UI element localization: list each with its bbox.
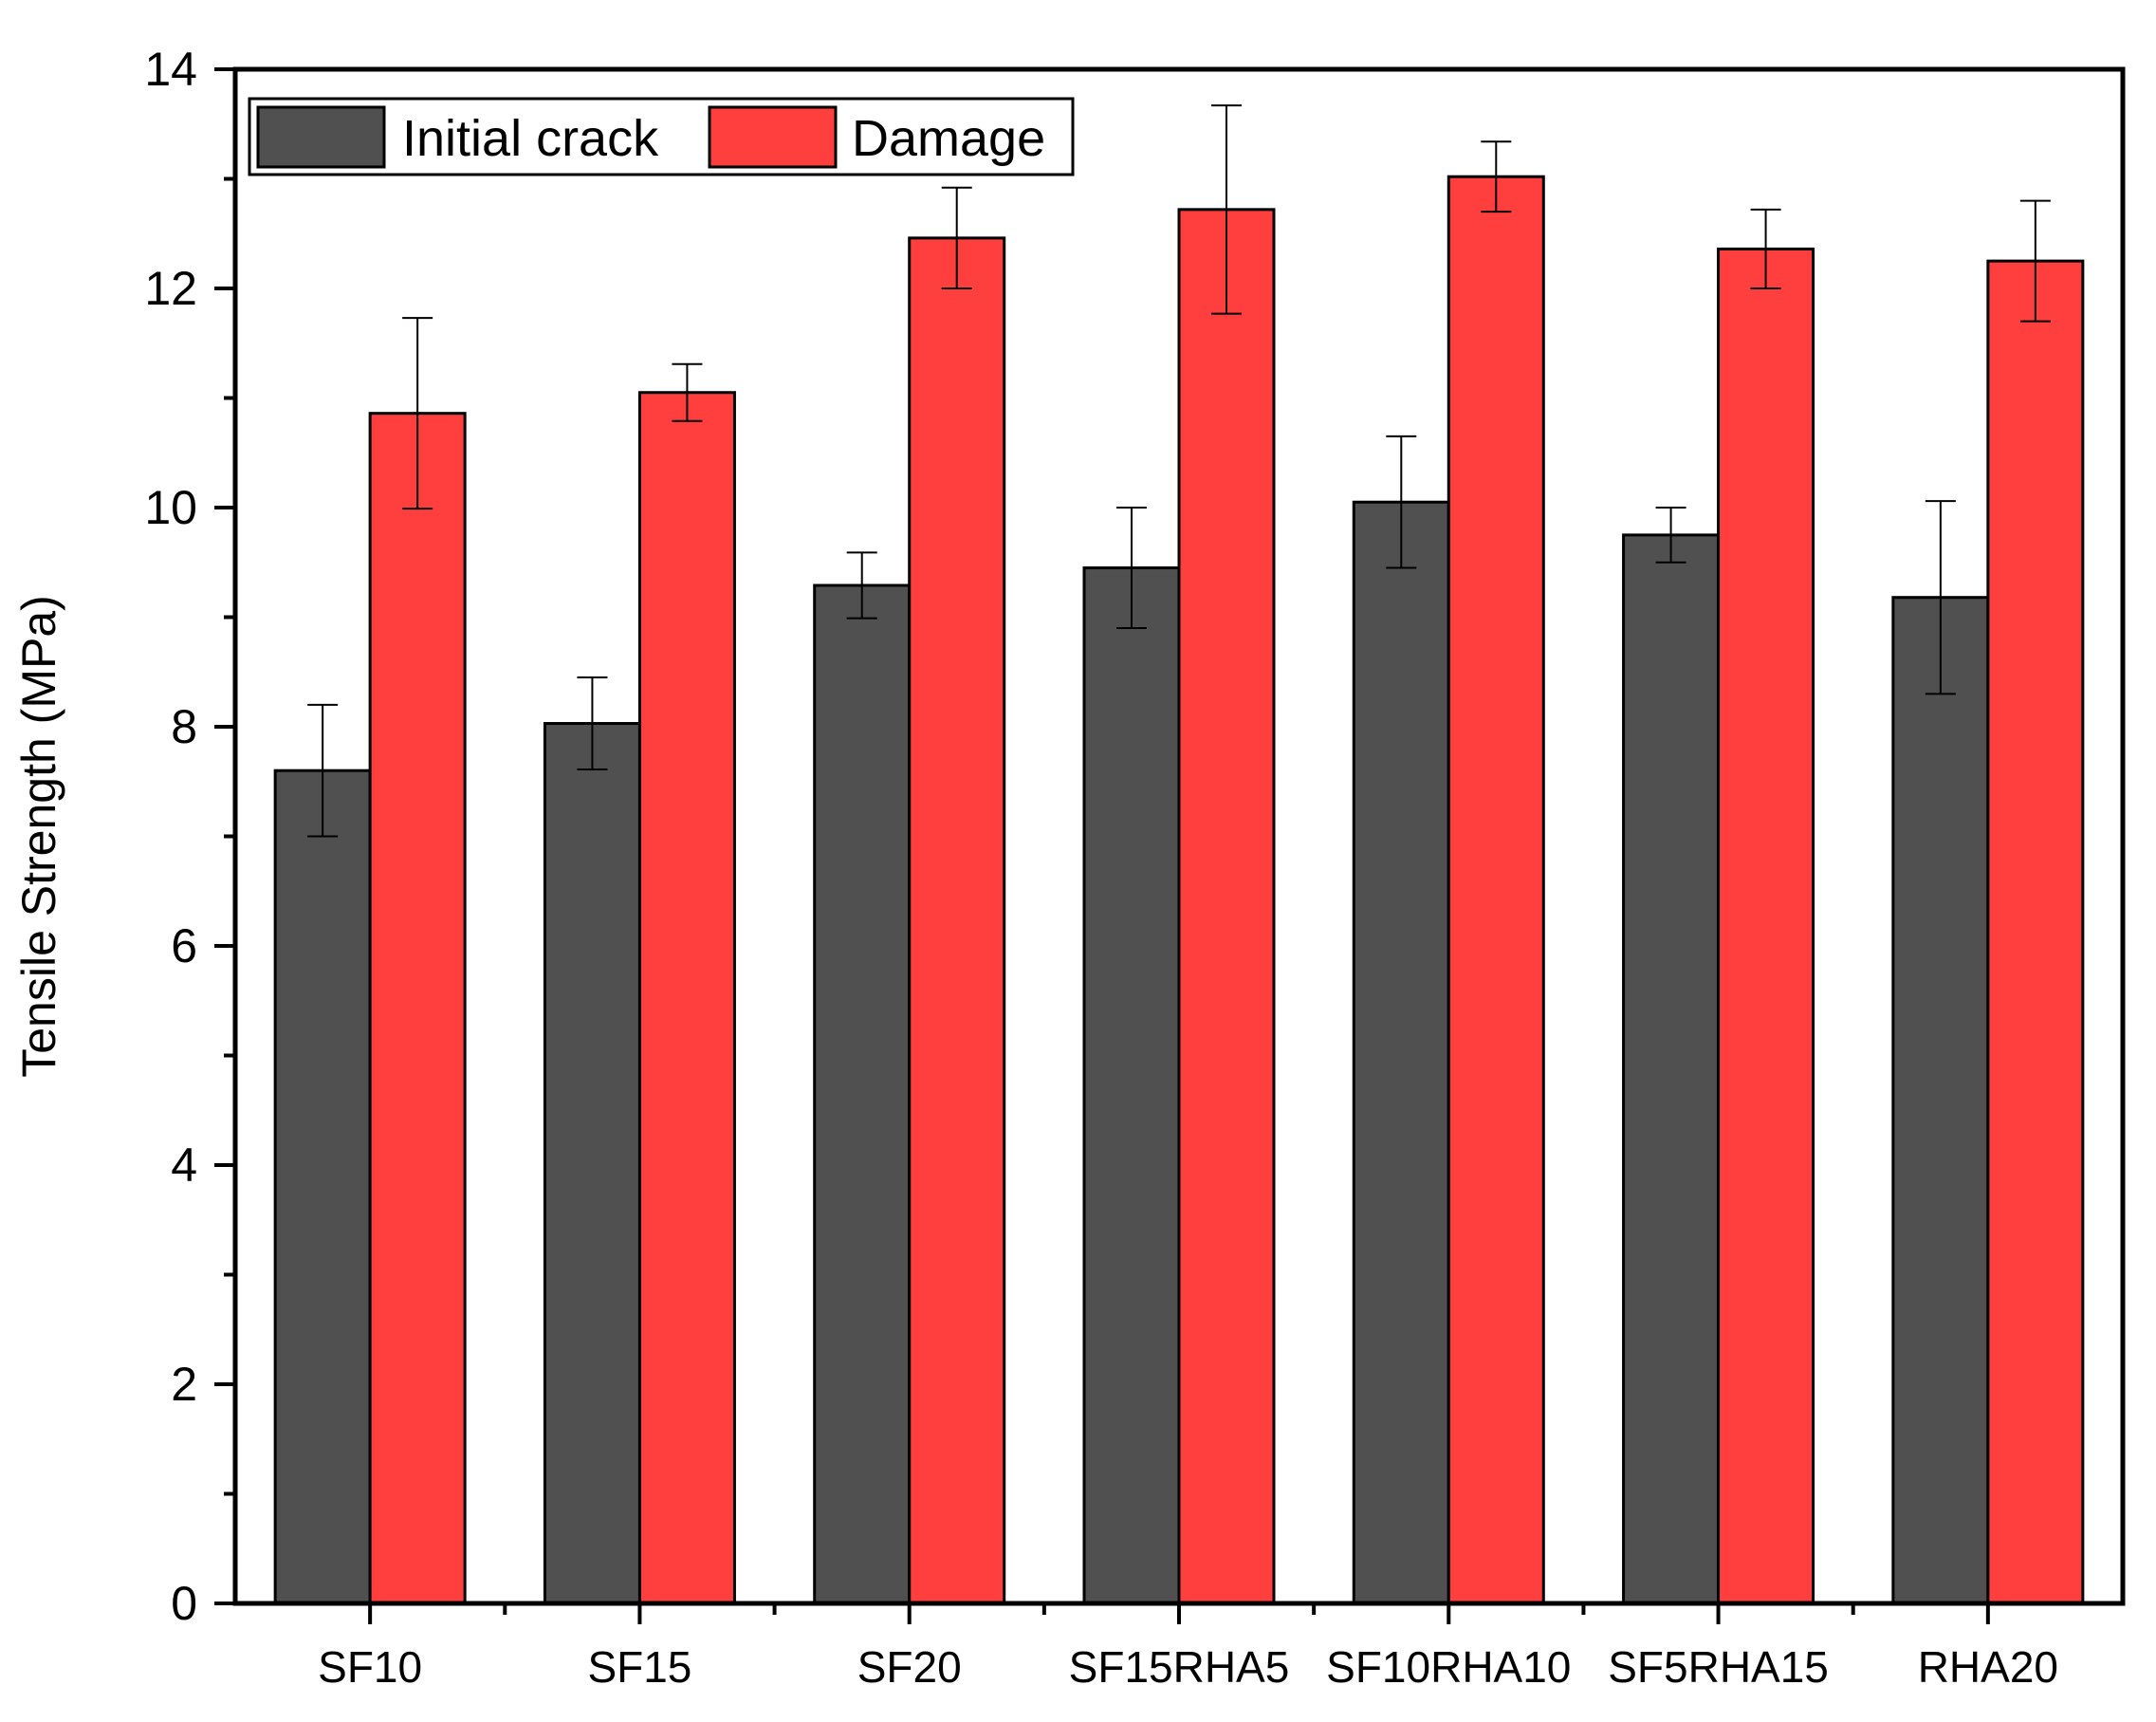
x-category-label: SF5RHA15 <box>1608 1642 1829 1692</box>
x-category-label: SF15RHA5 <box>1069 1642 1290 1692</box>
bars-layer <box>273 175 2085 1605</box>
bar-damage-sf15 <box>637 391 736 1605</box>
error-bar-damage-sf10rha10 <box>1481 140 1512 213</box>
legend-swatch-initial-crack <box>256 105 386 169</box>
error-bar-damage-rha20 <box>2019 199 2051 323</box>
y-tick-label: 4 <box>171 1139 197 1192</box>
bar-damage-sf20 <box>908 236 1006 1605</box>
legend-label-initial-crack: Initial crack <box>402 110 659 167</box>
bar-initial-crack-sf10 <box>273 768 372 1605</box>
bar-initial-crack-rha20 <box>1891 596 1990 1605</box>
error-bar-damage-sf5rha15 <box>1750 208 1781 289</box>
y-tick-label: 0 <box>171 1577 197 1630</box>
bar-initial-crack-sf15 <box>543 722 641 1605</box>
error-bar-initial-crack-sf15 <box>577 676 608 771</box>
legend-swatch-damage <box>708 105 838 169</box>
error-bar-initial-crack-sf20 <box>846 551 877 620</box>
y-tick-label: 10 <box>144 481 197 534</box>
legend-label-damage: Damage <box>852 110 1045 167</box>
error-bar-damage-sf15 <box>672 362 703 422</box>
error-bar-initial-crack-rha20 <box>1925 500 1956 695</box>
error-bar-initial-crack-sf15rha5 <box>1116 507 1147 630</box>
x-category-label: RHA20 <box>1918 1642 2058 1692</box>
y-tick-label: 12 <box>144 262 197 315</box>
bar-damage-rha20 <box>1986 259 2085 1605</box>
error-bar-initial-crack-sf5rha15 <box>1655 507 1686 564</box>
x-axis: SF10 SF15 SF20 SF15RHA5 SF10RHA10 SF5RHA15 RHA… <box>318 1603 2058 1692</box>
error-bar-damage-sf20 <box>941 186 972 289</box>
x-category-label: SF15 <box>587 1642 691 1692</box>
bar-damage-sf15rha5 <box>1177 208 1276 1605</box>
bar-initial-crack-sf5rha15 <box>1622 533 1721 1605</box>
bar-initial-crack-sf10rha10 <box>1352 500 1450 1605</box>
bar-damage-sf10rha10 <box>1447 175 1545 1605</box>
bar-initial-crack-sf15rha5 <box>1082 566 1181 1605</box>
y-axis-title: Tensile Strength (MPa) <box>12 595 65 1078</box>
y-tick-label: 14 <box>144 43 197 96</box>
y-axis: 0 2 4 6 8 10 12 14 <box>144 43 235 1630</box>
x-category-label: SF20 <box>857 1642 962 1692</box>
bar-damage-sf5rha15 <box>1717 247 1815 1605</box>
y-tick-label: 2 <box>171 1358 197 1411</box>
error-bars-layer <box>307 104 2051 838</box>
x-category-label: SF10 <box>318 1642 422 1692</box>
error-bar-initial-crack-sf10 <box>307 703 339 838</box>
error-bar-damage-sf10 <box>402 317 433 510</box>
bar-damage-sf10 <box>368 412 467 1605</box>
legend: Initial crack Damage <box>248 97 1075 176</box>
error-bar-damage-sf15rha5 <box>1211 104 1242 315</box>
bar-initial-crack-sf20 <box>813 583 912 1605</box>
x-category-label: SF10RHA10 <box>1326 1642 1571 1692</box>
y-tick-label: 6 <box>171 919 197 972</box>
legend-box <box>248 97 1075 176</box>
y-tick-label: 8 <box>171 700 197 753</box>
error-bar-initial-crack-sf10rha10 <box>1386 435 1417 569</box>
